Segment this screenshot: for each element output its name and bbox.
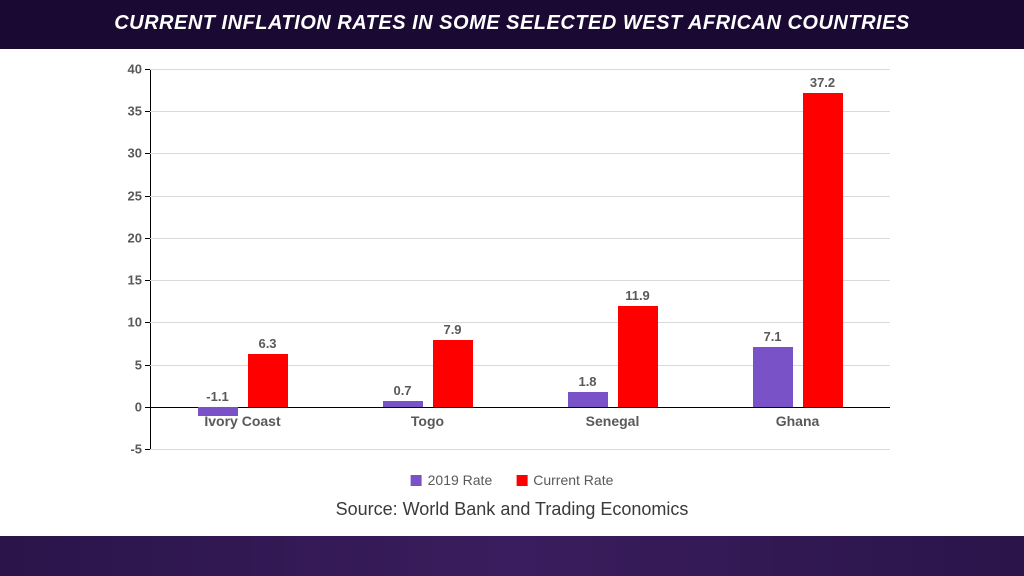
y-tick-label: 35: [128, 104, 150, 119]
gridline: [150, 238, 890, 239]
category-label: Senegal: [586, 407, 640, 429]
y-tick-label: -5: [130, 442, 150, 457]
chart-container: -50510152025303540Ivory Coast-1.16.3Togo…: [0, 49, 1024, 536]
gridline: [150, 449, 890, 450]
page-title: CURRENT INFLATION RATES IN SOME SELECTED…: [0, 0, 1024, 49]
y-tick-label: 0: [135, 399, 150, 414]
y-tick-label: 5: [135, 357, 150, 372]
bar-chart: -50510152025303540Ivory Coast-1.16.3Togo…: [150, 69, 890, 449]
bar-value-label: 11.9: [625, 288, 650, 303]
category-label: Ghana: [776, 407, 820, 429]
legend-item-2019: 2019 Rate: [411, 472, 493, 488]
legend-item-current: Current Rate: [516, 472, 613, 488]
gridline: [150, 111, 890, 112]
y-tick-label: 30: [128, 146, 150, 161]
source-text: Source: World Bank and Trading Economics: [336, 499, 689, 520]
gridline: [150, 69, 890, 70]
bar-value-label: 37.2: [810, 75, 835, 90]
y-tick-label: 10: [128, 315, 150, 330]
legend-label: 2019 Rate: [428, 472, 493, 488]
legend-swatch-icon: [516, 475, 527, 486]
legend-label: Current Rate: [533, 472, 613, 488]
legend-swatch-icon: [411, 475, 422, 486]
gridline: [150, 153, 890, 154]
bar: [803, 93, 843, 407]
category-label: Togo: [411, 407, 444, 429]
legend: 2019 Rate Current Rate: [411, 472, 614, 488]
bar-value-label: 7.9: [443, 322, 461, 337]
bar-value-label: 0.7: [393, 383, 411, 398]
gridline: [150, 196, 890, 197]
bar-value-label: 1.8: [578, 374, 596, 389]
bar-value-label: 7.1: [763, 329, 781, 344]
bar: [248, 354, 288, 407]
bar: [618, 306, 658, 406]
bar-value-label: 6.3: [258, 336, 276, 351]
bar: [383, 401, 423, 407]
bar-value-label: -1.1: [206, 389, 228, 404]
y-axis: [150, 69, 151, 449]
gridline: [150, 322, 890, 323]
gridline: [150, 280, 890, 281]
bar: [433, 340, 473, 407]
y-tick-label: 25: [128, 188, 150, 203]
bar: [568, 392, 608, 407]
bar: [198, 407, 238, 416]
y-tick-label: 20: [128, 230, 150, 245]
footer-bar: [0, 536, 1024, 576]
bar: [753, 347, 793, 407]
y-tick-label: 15: [128, 273, 150, 288]
y-tick-label: 40: [128, 62, 150, 77]
